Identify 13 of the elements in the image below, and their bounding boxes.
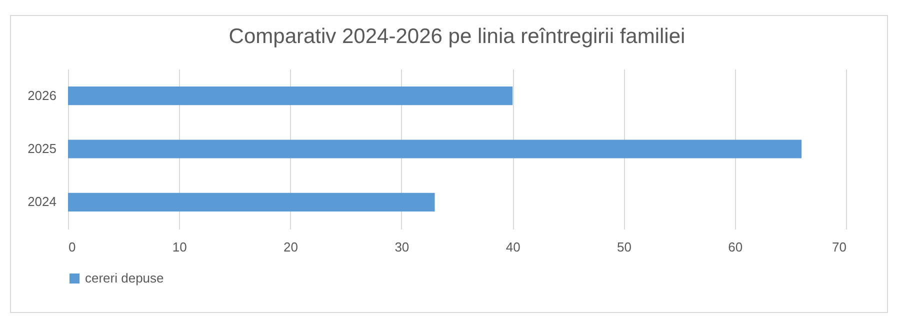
x-tick-label: 10 xyxy=(172,240,187,254)
y-tick-label: 2026 xyxy=(28,88,56,103)
chart-title: Comparativ 2024-2026 pe linia reîntregirii familiei xyxy=(228,25,686,48)
x-tick-label: 20 xyxy=(284,240,298,254)
x-tick-label: 60 xyxy=(728,240,743,254)
x-tick-label: 70 xyxy=(832,240,846,254)
y-tick-label: 2024 xyxy=(28,194,56,210)
x-tick-label: 50 xyxy=(616,240,632,254)
x-tick-label: 30 xyxy=(394,240,410,254)
x-tick-label: 0 xyxy=(68,240,76,254)
legend-label: cereri depuse xyxy=(85,270,164,286)
x-tick-label: 40 xyxy=(506,240,520,254)
y-tick-label: 2025 xyxy=(28,141,56,156)
